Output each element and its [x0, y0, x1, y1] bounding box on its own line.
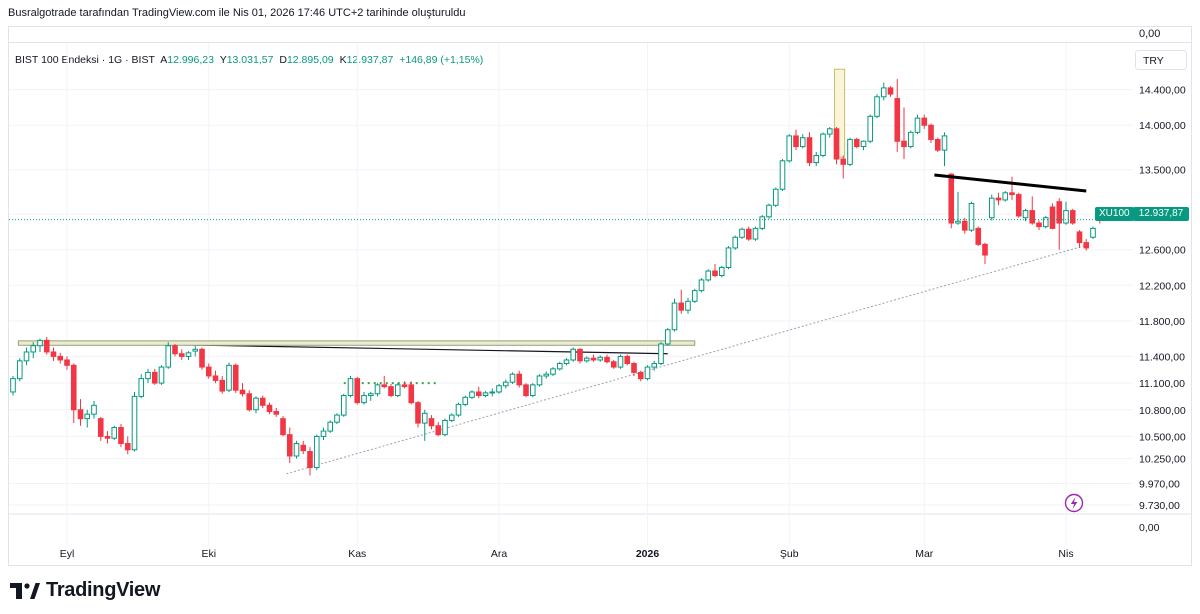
tradingview-logo-icon: [10, 582, 40, 599]
chart-caption: Busralgotrade tarafından TradingView.com…: [8, 7, 466, 19]
legend-high-value: 13.031,57: [226, 54, 274, 66]
legend-low-label: D: [279, 54, 287, 66]
legend-low-value: 12.895,09: [286, 54, 334, 66]
legend-open-value: 12.996,23: [167, 54, 214, 66]
legend-title: BIST 100 Endeksi · 1G · BIST: [15, 54, 155, 66]
secondary-axis-top-label: 0,00: [1139, 28, 1161, 40]
series-legend: BIST 100 Endeksi · 1G · BIST A12.996,23 …: [15, 54, 483, 66]
legend-close-label: K: [339, 54, 347, 66]
currency-button[interactable]: TRY: [1135, 50, 1187, 70]
last-price-badge: 12.937,87: [1133, 207, 1189, 221]
legend-high-label: Y: [219, 54, 227, 66]
symbol-price-badge: XU100: [1095, 207, 1134, 221]
legend-change-value: +146,89 (+1,15%): [399, 54, 484, 66]
tradingview-logo-text: TradingView: [46, 579, 161, 601]
legend-open-label: A: [160, 54, 168, 66]
top-divider: [8, 42, 1192, 43]
chart-frame: [8, 26, 1192, 566]
legend-close-value: 12.937,87: [346, 54, 394, 66]
tradingview-logo: TradingView: [10, 579, 160, 602]
